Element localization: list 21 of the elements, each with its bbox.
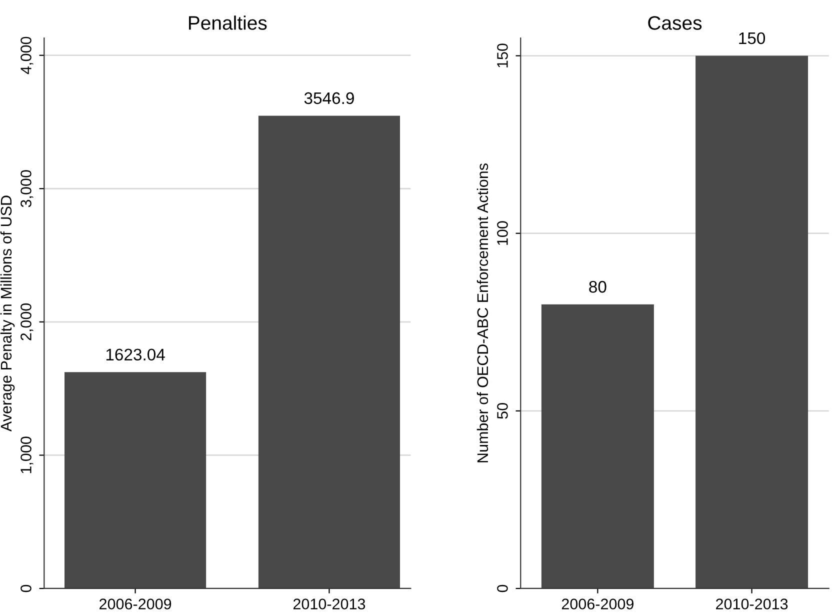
y-tick-label: 150 <box>497 44 508 68</box>
y-tick-label: 3,000 <box>20 170 34 208</box>
x-tick-label: 2006-2009 <box>100 598 172 610</box>
chart-title: Cases <box>648 16 702 30</box>
y-axis-title: Average Penalty in Millions of USD <box>0 196 15 432</box>
y-tick-label: 100 <box>497 221 508 245</box>
chart-title: Penalties <box>189 16 267 30</box>
x-tick-label: 2006-2009 <box>562 598 634 610</box>
y-tick-label: 0 <box>20 584 32 592</box>
data-label: 3546.9 <box>304 92 354 104</box>
y-tick-label: 4,000 <box>20 36 34 74</box>
y-tick-label: 0 <box>497 584 508 592</box>
x-tick-label: 2010-2013 <box>293 598 366 610</box>
data-label: 150 <box>739 32 766 44</box>
x-tick-label: 2010-2013 <box>716 598 788 610</box>
data-label: 1623.04 <box>106 348 165 361</box>
data-label: 80 <box>589 280 606 293</box>
y-tick-label: 50 <box>497 403 508 419</box>
y-tick-label: 1,000 <box>20 436 34 474</box>
y-tick-label: 2,000 <box>20 303 34 340</box>
y-axis-title: Number of OECD-ABC Enforcement Actions <box>476 164 488 462</box>
